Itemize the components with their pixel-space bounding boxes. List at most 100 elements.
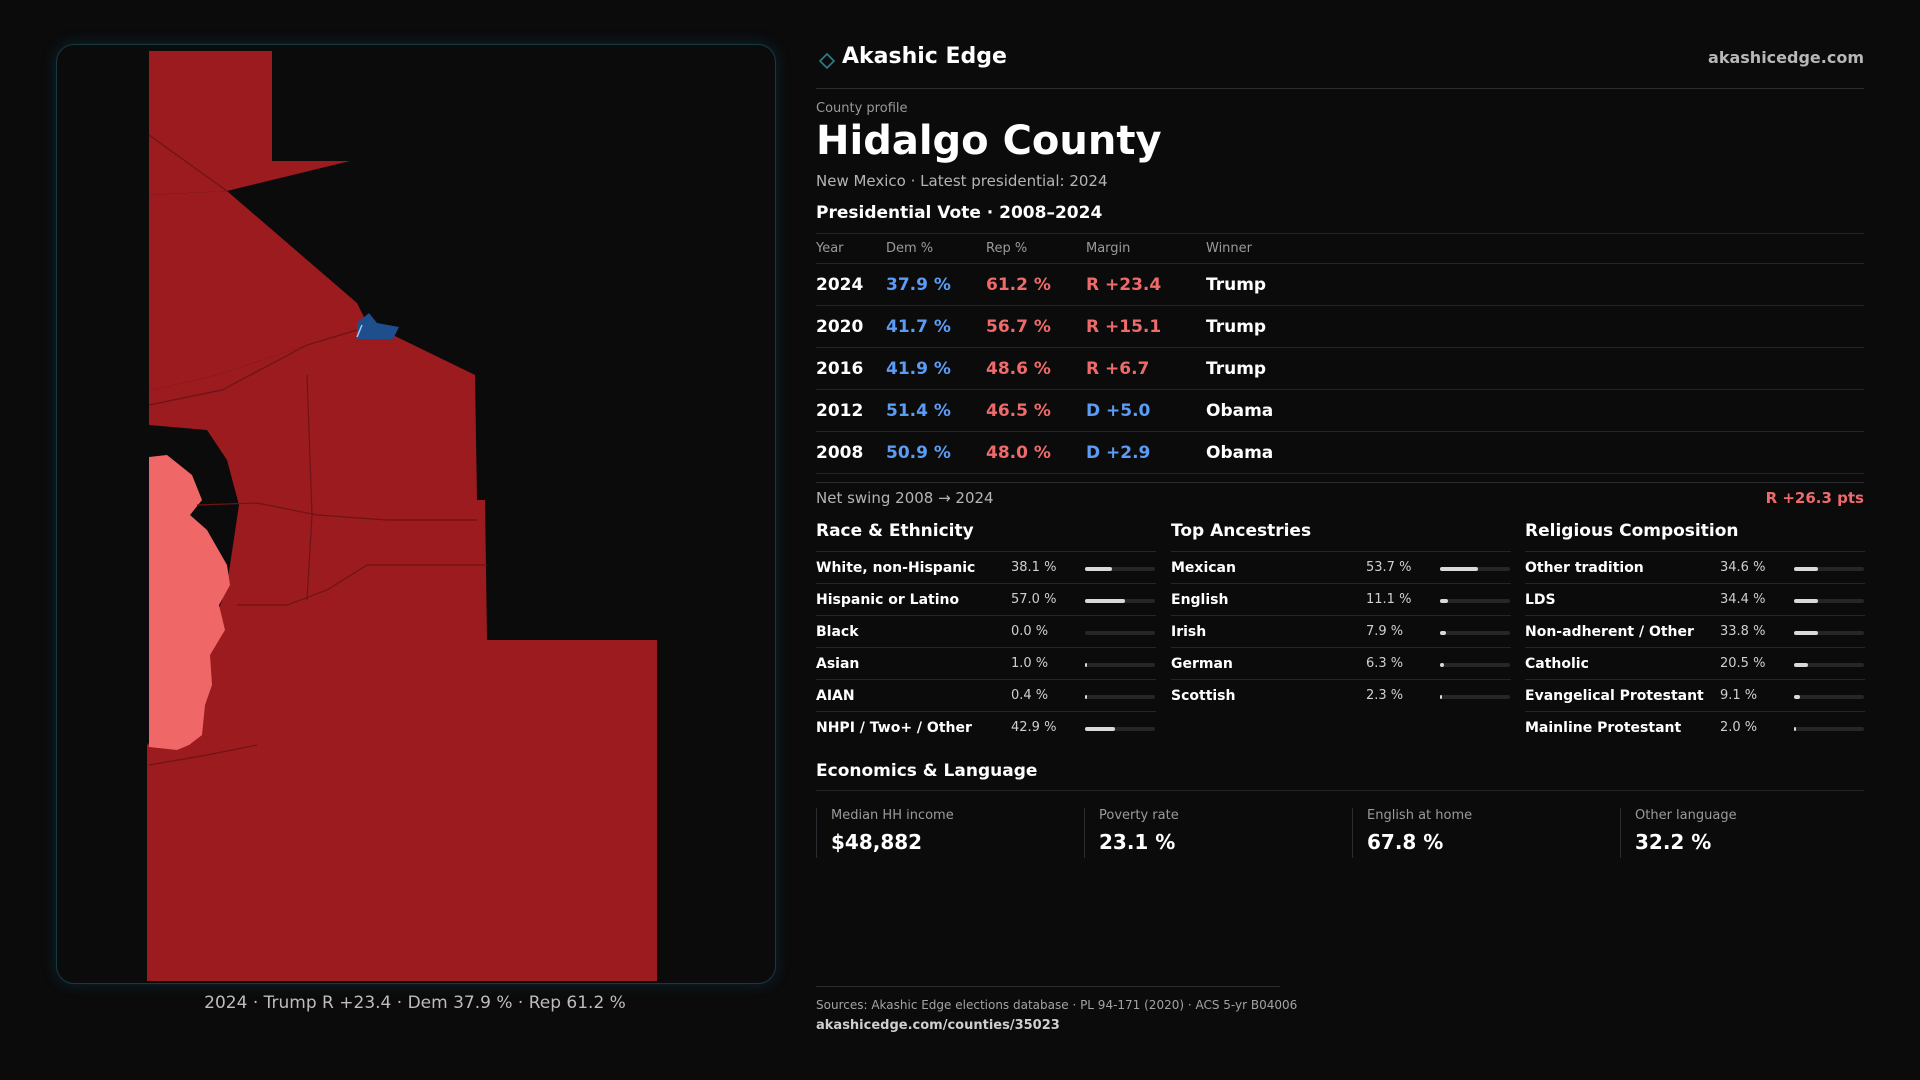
vote-margin: D +5.0 [1086, 389, 1206, 432]
race-section: Race & Ethnicity White, non-Hispanic 38.1… [816, 521, 1156, 743]
page-title: Hidalgo County [816, 118, 1162, 164]
precinct-central[interactable] [147, 323, 657, 981]
race-pct: 0.4 % [1011, 688, 1049, 703]
precinct-upper[interactable] [149, 191, 367, 391]
vote-year: 2024 [816, 263, 886, 306]
county-map[interactable] [56, 44, 776, 984]
swing-label: Net swing 2008 → 2024 [816, 489, 994, 507]
vote-margin: R +15.1 [1086, 305, 1206, 348]
race-bar-fill [1085, 695, 1087, 699]
religion-row: LDS 34.4 % [1525, 583, 1865, 615]
swing-divider [816, 482, 1864, 483]
race-pct: 0.0 % [1011, 624, 1049, 639]
vote-dem-pct: 37.9 % [886, 263, 986, 306]
ancestry-pct: 6.3 % [1366, 656, 1404, 671]
race-label: Asian [816, 656, 860, 672]
vote-rep-pct: 56.7 % [986, 305, 1086, 348]
religion-label: Mainline Protestant [1525, 720, 1682, 736]
precinct-dem-small[interactable] [357, 313, 399, 339]
race-bar-fill [1085, 599, 1125, 603]
vote-row-2012: 2012 51.4 % 46.5 % D +5.0 Obama [816, 389, 1864, 432]
stat-value: $48,882 [831, 830, 923, 854]
race-row: Hispanic or Latino 57.0 % [816, 583, 1156, 615]
vote-row-2020: 2020 41.7 % 56.7 % R +15.1 Trump [816, 305, 1864, 348]
vote-table-header: Year Dem % Rep % Margin Winner [816, 233, 1864, 264]
ancestry-pct: 11.1 % [1366, 592, 1412, 607]
ancestry-label: Mexican [1171, 560, 1236, 576]
precinct-west-light[interactable] [149, 455, 230, 750]
race-row: Asian 1.0 % [816, 647, 1156, 679]
economics-heading: Economics & Language [816, 761, 1038, 781]
religion-bar-track [1794, 727, 1864, 731]
religion-label: Catholic [1525, 656, 1589, 672]
vote-rep-pct: 46.5 % [986, 389, 1086, 432]
religion-label: Evangelical Protestant [1525, 688, 1704, 704]
brand-url-link[interactable]: akashicedge.com [1708, 48, 1864, 67]
vote-year: 2008 [816, 431, 886, 474]
race-bar-track [1085, 631, 1155, 635]
stat-value: 67.8 % [1367, 830, 1444, 854]
race-bar-track [1085, 599, 1155, 603]
race-bar-fill [1085, 663, 1087, 667]
stat-value: 32.2 % [1635, 830, 1712, 854]
precinct-north-strip[interactable] [149, 51, 350, 195]
ancestry-bar-track [1440, 631, 1510, 635]
vote-dem-pct: 41.7 % [886, 305, 986, 348]
race-label: NHPI / Two+ / Other [816, 720, 972, 736]
religion-bar-track [1794, 631, 1864, 635]
col-rep: Rep % [986, 233, 1086, 264]
ancestry-pct: 2.3 % [1366, 688, 1404, 703]
source-url-link[interactable]: akashicedge.com/counties/35023 [816, 1018, 1060, 1033]
vote-winner: Obama [1206, 431, 1864, 474]
religion-bar-track [1794, 599, 1864, 603]
vote-row-2024: 2024 37.9 % 61.2 % R +23.4 Trump [816, 263, 1864, 306]
ancestry-section: Top Ancestries Mexican 53.7 % English 11.1 … [1171, 521, 1511, 711]
map-caption: 2024 · Trump R +23.4 · Dem 37.9 % · Rep … [204, 993, 626, 1013]
religion-row: Mainline Protestant 2.0 % [1525, 711, 1865, 743]
vote-margin: R +23.4 [1086, 263, 1206, 306]
religion-heading: Religious Composition [1525, 521, 1739, 541]
ancestry-bar-fill [1440, 567, 1478, 571]
ancestry-bar-track [1440, 663, 1510, 667]
col-margin: Margin [1086, 233, 1206, 264]
race-bar-track [1085, 695, 1155, 699]
religion-pct: 9.1 % [1720, 688, 1758, 703]
ancestry-bar-track [1440, 599, 1510, 603]
stat-english-home: English at home 67.8 % [1352, 808, 1593, 858]
religion-pct: 34.6 % [1720, 560, 1766, 575]
religion-pct: 20.5 % [1720, 656, 1766, 671]
ancestry-label: German [1171, 656, 1233, 672]
ancestry-bar-fill [1440, 599, 1448, 603]
vote-winner: Trump [1206, 305, 1864, 348]
vote-winner: Obama [1206, 389, 1864, 432]
ancestry-row: German 6.3 % [1171, 647, 1511, 679]
stat-value: 23.1 % [1099, 830, 1176, 854]
race-pct: 38.1 % [1011, 560, 1057, 575]
ancestry-bar-fill [1440, 695, 1442, 699]
religion-bar-fill [1794, 599, 1819, 603]
race-label: White, non-Hispanic [816, 560, 976, 576]
vote-winner: Trump [1206, 347, 1864, 390]
race-bar-fill [1085, 727, 1116, 731]
religion-row: Non-adherent / Other 33.8 % [1525, 615, 1865, 647]
col-dem: Dem % [886, 233, 986, 264]
stat-other-language: Other language 32.2 % [1620, 808, 1861, 858]
sources-text: Sources: Akashic Edge elections database… [816, 998, 1298, 1012]
race-heading: Race & Ethnicity [816, 521, 974, 541]
race-row: White, non-Hispanic 38.1 % [816, 551, 1156, 583]
vote-rep-pct: 48.6 % [986, 347, 1086, 390]
sources-divider [816, 986, 1280, 987]
vote-dem-pct: 51.4 % [886, 389, 986, 432]
vote-winner: Trump [1206, 263, 1864, 306]
brand-name[interactable]: Akashic Edge [842, 44, 1007, 69]
vote-table: Year Dem % Rep % Margin Winner 2024 37.9 … [816, 233, 1864, 474]
ancestry-bar-track [1440, 567, 1510, 571]
religion-pct: 33.8 % [1720, 624, 1766, 639]
race-label: AIAN [816, 688, 855, 704]
religion-row: Evangelical Protestant 9.1 % [1525, 679, 1865, 711]
precinct-map-svg[interactable] [57, 45, 775, 983]
religion-label: LDS [1525, 592, 1556, 608]
religion-row: Catholic 20.5 % [1525, 647, 1865, 679]
page-subtitle: New Mexico · Latest presidential: 2024 [816, 172, 1108, 190]
ancestry-bar-fill [1440, 663, 1445, 667]
